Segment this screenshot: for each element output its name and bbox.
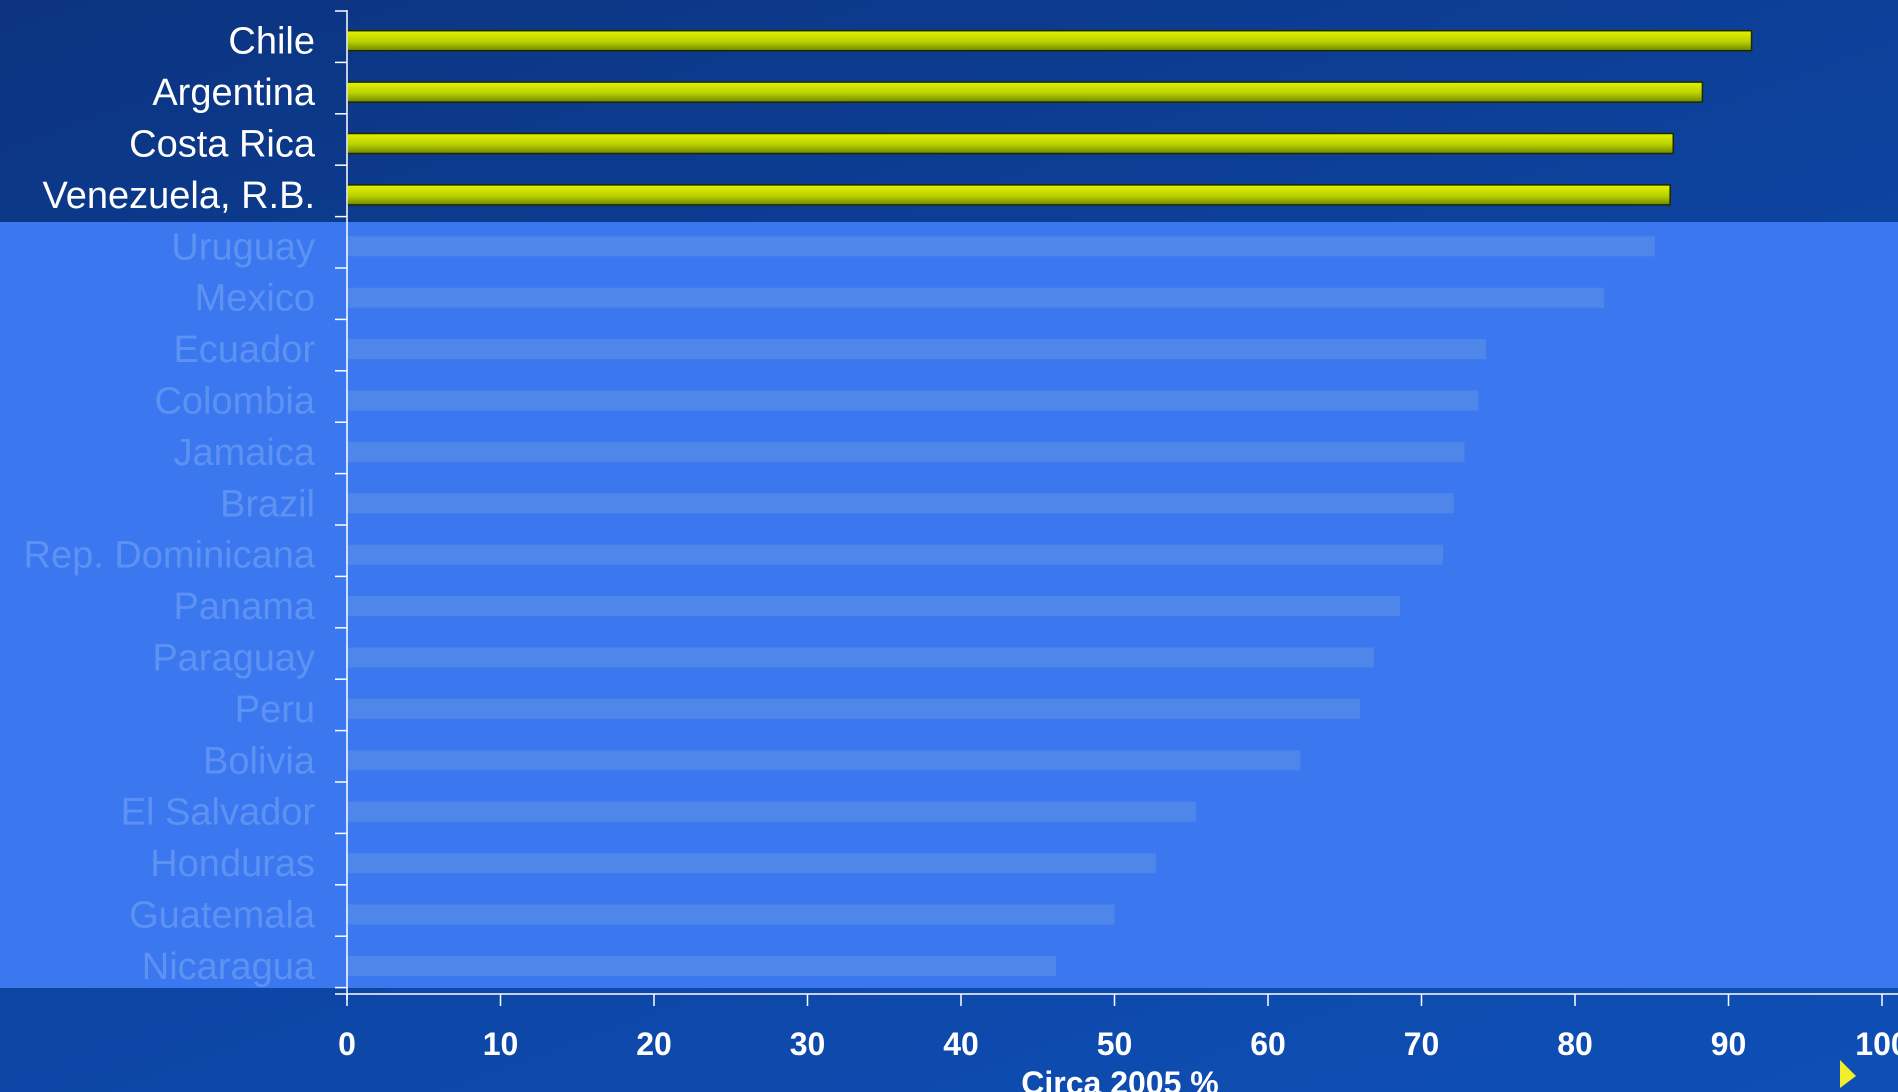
bar-bolivia bbox=[347, 750, 1301, 771]
x-tick-label-30: 30 bbox=[790, 1026, 826, 1062]
bar-argentina bbox=[346, 81, 1704, 103]
bar-nicaragua bbox=[347, 955, 1057, 976]
bar-mexico bbox=[347, 287, 1605, 308]
category-label-nicaragua: Nicaragua bbox=[142, 946, 316, 988]
category-label-jamaica: Jamaica bbox=[174, 432, 316, 474]
bar-paraguay bbox=[347, 647, 1374, 668]
bar-guatemala bbox=[347, 904, 1115, 925]
bar-honduras bbox=[347, 853, 1156, 874]
category-label-mexico: Mexico bbox=[195, 278, 315, 320]
category-label-guatemala: Guatemala bbox=[129, 895, 316, 937]
category-label-ecuador: Ecuador bbox=[173, 329, 315, 371]
x-tick-label-0: 0 bbox=[338, 1026, 356, 1062]
bar-peru bbox=[347, 698, 1361, 719]
category-label-uruguay: Uruguay bbox=[171, 226, 315, 268]
x-tick-label-60: 60 bbox=[1250, 1026, 1286, 1062]
bar-venezuela-r-b bbox=[346, 184, 1671, 206]
x-tick-label-100: 100 bbox=[1855, 1026, 1898, 1062]
category-label-el-salvador: El Salvador bbox=[121, 792, 316, 834]
bar-jamaica bbox=[347, 441, 1465, 462]
x-tick-label-70: 70 bbox=[1404, 1026, 1440, 1062]
x-tick-label-40: 40 bbox=[943, 1026, 979, 1062]
bar-colombia bbox=[347, 390, 1479, 411]
x-tick-label-90: 90 bbox=[1711, 1026, 1747, 1062]
category-label-panama: Panama bbox=[173, 586, 315, 628]
category-label-costa-rica: Costa Rica bbox=[129, 124, 316, 166]
x-tick-label-50: 50 bbox=[1097, 1026, 1133, 1062]
category-label-paraguay: Paraguay bbox=[152, 638, 315, 680]
x-tick-label-10: 10 bbox=[483, 1026, 519, 1062]
bar-chile bbox=[346, 29, 1753, 52]
category-label-honduras: Honduras bbox=[150, 843, 315, 885]
category-label-brazil: Brazil bbox=[220, 483, 315, 525]
category-label-argentina: Argentina bbox=[152, 72, 316, 114]
bar-uruguay bbox=[347, 236, 1655, 257]
x-tick-label-80: 80 bbox=[1557, 1026, 1593, 1062]
pointer-cursor-icon bbox=[1840, 1060, 1856, 1088]
category-label-colombia: Colombia bbox=[154, 381, 315, 423]
category-label-bolivia: Bolivia bbox=[203, 740, 316, 782]
bar-rep-dominicana bbox=[347, 544, 1443, 565]
category-label-venezuela-r-b: Venezuela, R.B. bbox=[42, 175, 315, 217]
category-label-rep-dominicana: Rep. Dominicana bbox=[24, 535, 316, 577]
x-axis-title: Circa 2005 % bbox=[1021, 1065, 1218, 1092]
x-tick-label-20: 20 bbox=[636, 1026, 672, 1062]
category-label-peru: Peru bbox=[235, 689, 315, 731]
category-label-chile: Chile bbox=[228, 21, 315, 63]
bar-el-salvador bbox=[347, 801, 1196, 822]
bar-costa-rica bbox=[346, 132, 1674, 155]
bar-brazil bbox=[347, 493, 1454, 514]
bar-panama bbox=[347, 596, 1401, 617]
bar-ecuador bbox=[347, 339, 1486, 360]
